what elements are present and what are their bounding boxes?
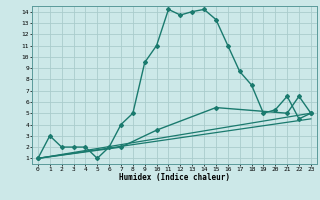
X-axis label: Humidex (Indice chaleur): Humidex (Indice chaleur) <box>119 173 230 182</box>
